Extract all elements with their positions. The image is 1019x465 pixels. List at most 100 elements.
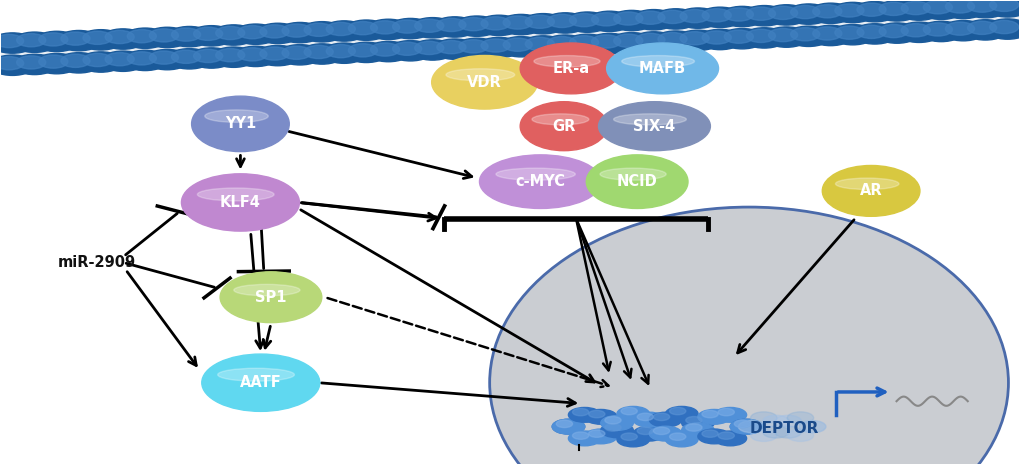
- Circle shape: [681, 423, 713, 438]
- Circle shape: [171, 50, 201, 63]
- Circle shape: [681, 416, 713, 431]
- Circle shape: [701, 411, 717, 418]
- Ellipse shape: [233, 285, 300, 296]
- Circle shape: [734, 420, 750, 427]
- Circle shape: [657, 33, 687, 46]
- Circle shape: [613, 34, 642, 47]
- Circle shape: [697, 410, 730, 424]
- Circle shape: [763, 5, 808, 25]
- Circle shape: [83, 31, 112, 45]
- Circle shape: [521, 36, 565, 56]
- Circle shape: [194, 49, 222, 63]
- Circle shape: [215, 48, 245, 62]
- Circle shape: [321, 43, 366, 63]
- Ellipse shape: [495, 168, 575, 180]
- Circle shape: [945, 22, 973, 35]
- Circle shape: [649, 412, 681, 427]
- Circle shape: [568, 431, 600, 446]
- Circle shape: [604, 417, 621, 424]
- Circle shape: [260, 25, 288, 38]
- Circle shape: [348, 44, 377, 57]
- Circle shape: [78, 30, 123, 50]
- Circle shape: [348, 21, 377, 35]
- Circle shape: [653, 413, 669, 420]
- Circle shape: [481, 17, 510, 30]
- Text: ER-a: ER-a: [552, 61, 589, 76]
- Circle shape: [896, 22, 941, 42]
- Circle shape: [189, 48, 233, 68]
- Circle shape: [39, 33, 68, 46]
- Text: AATF: AATF: [239, 375, 281, 390]
- Circle shape: [653, 427, 669, 435]
- Circle shape: [547, 14, 576, 27]
- Circle shape: [127, 30, 156, 43]
- Circle shape: [321, 21, 366, 41]
- Circle shape: [547, 36, 576, 50]
- Text: VDR: VDR: [467, 75, 501, 90]
- Circle shape: [713, 407, 746, 422]
- Circle shape: [717, 432, 734, 439]
- Circle shape: [657, 10, 687, 24]
- Circle shape: [392, 20, 421, 33]
- Circle shape: [189, 26, 233, 46]
- Circle shape: [591, 13, 621, 26]
- Circle shape: [746, 7, 774, 20]
- Ellipse shape: [821, 166, 919, 216]
- Ellipse shape: [445, 69, 515, 81]
- Circle shape: [167, 49, 212, 69]
- Circle shape: [105, 30, 135, 44]
- Circle shape: [719, 28, 764, 49]
- Circle shape: [604, 424, 621, 431]
- Circle shape: [432, 17, 477, 37]
- Text: MAFB: MAFB: [638, 61, 686, 76]
- Circle shape: [901, 24, 929, 37]
- Circle shape: [0, 33, 35, 53]
- Circle shape: [281, 46, 311, 60]
- Ellipse shape: [606, 43, 717, 94]
- Circle shape: [551, 419, 584, 434]
- Circle shape: [774, 415, 801, 427]
- Ellipse shape: [192, 96, 289, 152]
- Text: NCID: NCID: [616, 174, 657, 189]
- Circle shape: [145, 27, 190, 47]
- Circle shape: [763, 27, 808, 47]
- Circle shape: [255, 46, 300, 66]
- Circle shape: [454, 16, 498, 36]
- Circle shape: [608, 10, 653, 31]
- Ellipse shape: [217, 368, 294, 381]
- Circle shape: [145, 49, 190, 70]
- Circle shape: [812, 5, 841, 18]
- Circle shape: [101, 51, 146, 72]
- Circle shape: [304, 23, 333, 36]
- Circle shape: [723, 8, 753, 21]
- Circle shape: [454, 38, 498, 59]
- Circle shape: [741, 28, 786, 48]
- Circle shape: [326, 45, 355, 58]
- Circle shape: [35, 53, 79, 74]
- Circle shape: [237, 26, 267, 39]
- Circle shape: [918, 0, 963, 20]
- Circle shape: [565, 12, 609, 33]
- Circle shape: [767, 28, 797, 42]
- Circle shape: [730, 419, 762, 434]
- Text: SIX-4: SIX-4: [633, 119, 675, 134]
- Circle shape: [233, 24, 278, 44]
- Circle shape: [35, 31, 79, 52]
- Circle shape: [878, 25, 907, 38]
- Circle shape: [167, 27, 212, 47]
- Circle shape: [878, 2, 907, 15]
- Circle shape: [459, 18, 487, 31]
- Circle shape: [664, 432, 697, 447]
- Circle shape: [807, 3, 852, 23]
- Circle shape: [701, 31, 731, 44]
- Circle shape: [633, 426, 665, 441]
- Circle shape: [16, 33, 46, 47]
- Text: DEPTOR: DEPTOR: [749, 421, 818, 437]
- Circle shape: [388, 40, 432, 61]
- Circle shape: [856, 25, 886, 39]
- Circle shape: [738, 421, 764, 432]
- Ellipse shape: [220, 272, 322, 323]
- Circle shape: [984, 19, 1019, 39]
- Circle shape: [476, 37, 521, 58]
- Circle shape: [697, 7, 742, 27]
